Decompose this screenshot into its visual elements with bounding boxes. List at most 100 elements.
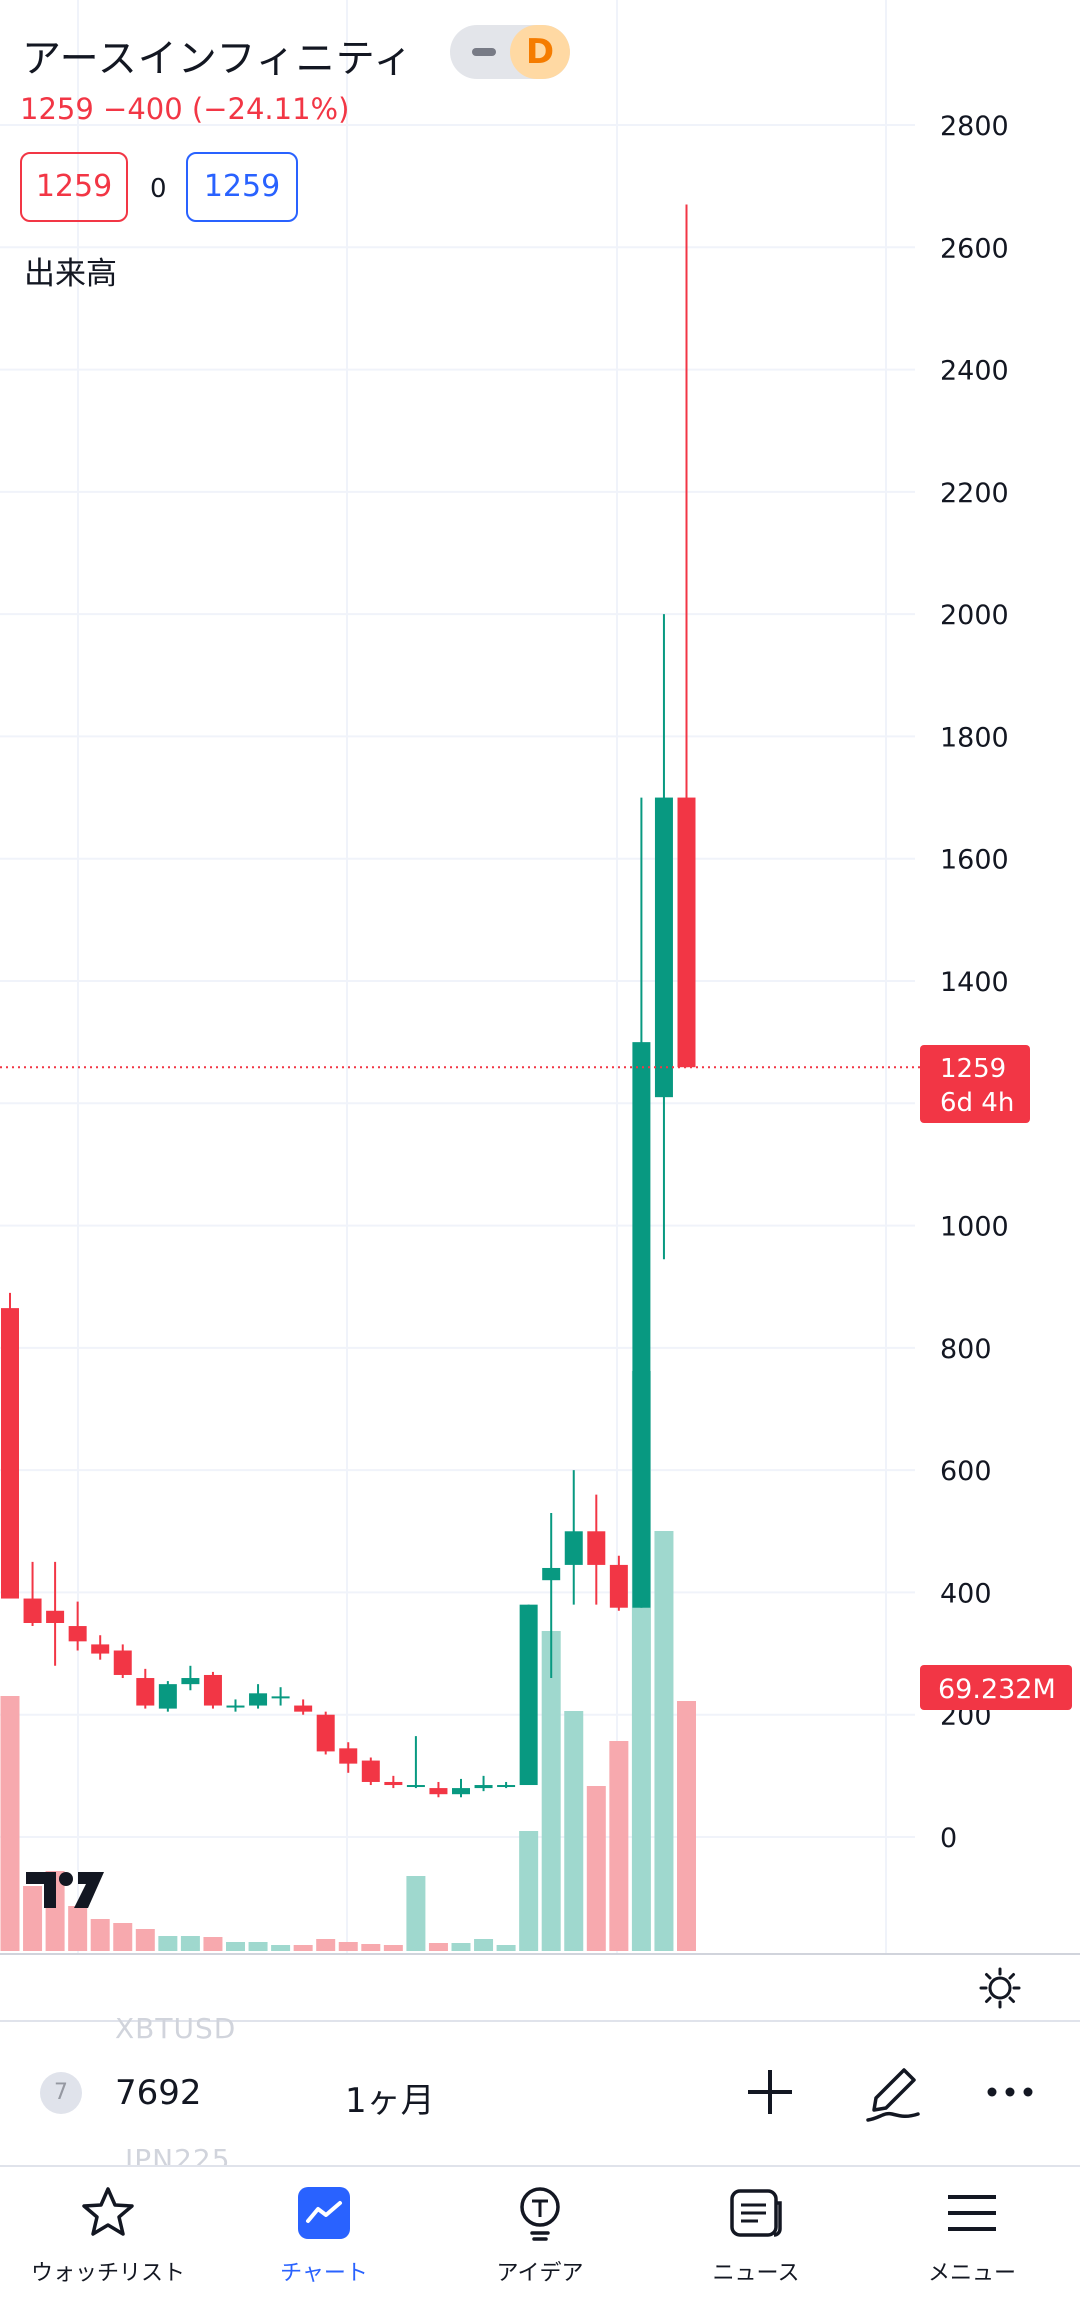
volume-bar xyxy=(586,1786,606,1951)
volume-bar xyxy=(158,1936,178,1951)
nav-label: メニュー xyxy=(927,2261,1016,2286)
interval-selector[interactable]: 1ヶ月 xyxy=(345,2081,435,2121)
candle-body xyxy=(654,797,673,1098)
last-price-label: 1259 xyxy=(940,1054,1006,1084)
y-tick-label: 2600 xyxy=(940,233,1009,264)
volume-bar xyxy=(90,1919,110,1951)
sell-button[interactable]: 1259 xyxy=(20,152,128,222)
candle-body xyxy=(497,1785,516,1788)
volume-bar xyxy=(271,1945,291,1951)
price-chart[interactable]: 2800 2600 2400 2200 2000 1800 1600 1400 1000 800 6… xyxy=(0,0,1080,1960)
volume-bar xyxy=(541,1631,561,1951)
volume-bar xyxy=(23,1886,43,1951)
candle-body xyxy=(316,1714,335,1752)
nav-label: チャート xyxy=(280,2261,368,2286)
volume-value-badge xyxy=(920,1665,1072,1710)
nav-item-chart[interactable]: チャート xyxy=(216,2167,432,2297)
more-options-icon[interactable] xyxy=(985,2062,1035,2122)
y-tick-label: 2200 xyxy=(940,478,1009,509)
volume-bar xyxy=(248,1942,268,1951)
candle-body xyxy=(519,1604,538,1786)
volume-bar xyxy=(316,1939,336,1951)
buy-button[interactable]: 1259 xyxy=(186,152,298,222)
volume-bar xyxy=(677,1701,696,1951)
volume-value-label: 69.232M xyxy=(938,1674,1056,1705)
symbol-count-badge: 7 xyxy=(40,2072,82,2114)
nav-item-menu[interactable]: メニュー xyxy=(864,2167,1080,2297)
chart-icon xyxy=(298,2187,350,2239)
candle-body xyxy=(406,1785,425,1788)
spread-value: 0 xyxy=(150,174,167,204)
candle-body xyxy=(632,1042,651,1608)
y-tick-label: 2800 xyxy=(940,111,1009,142)
y-tick-label: 0 xyxy=(940,1823,957,1854)
volume-bar xyxy=(135,1929,155,1951)
y-tick-label: 1400 xyxy=(940,967,1009,998)
candle-body xyxy=(361,1760,380,1782)
minus-icon xyxy=(472,48,496,56)
news-icon xyxy=(730,2189,782,2237)
volume-bar xyxy=(113,1923,133,1951)
candle-body xyxy=(429,1788,448,1795)
menu-icon xyxy=(948,2195,996,2231)
last-price-badge xyxy=(920,1045,1030,1123)
candle-body xyxy=(339,1748,358,1764)
candle-body xyxy=(564,1531,583,1565)
settings-gear-icon[interactable] xyxy=(978,1966,1022,2010)
candle-body xyxy=(226,1705,245,1708)
candle-body xyxy=(609,1564,628,1608)
candle-body xyxy=(1,1308,19,1599)
volume-bar xyxy=(226,1942,245,1951)
star-icon xyxy=(82,2187,134,2236)
candle-body xyxy=(452,1788,470,1795)
y-tick-label: 1800 xyxy=(940,722,1009,753)
nav-item-ideas[interactable]: アイデア xyxy=(432,2167,648,2297)
nav-item-watchlist[interactable]: ウォッチリスト xyxy=(0,2167,216,2297)
volume-bar xyxy=(451,1943,471,1951)
candle-body xyxy=(181,1678,200,1685)
symbol-title[interactable]: アースインフィニティ xyxy=(22,37,414,82)
candle-body xyxy=(542,1567,561,1581)
bottom-navigation: ウォッチリスト チャート アイデア ニュース xyxy=(0,2165,1080,2297)
volume-bar xyxy=(383,1945,403,1951)
candle-body xyxy=(677,797,696,1068)
candle-body xyxy=(384,1781,403,1786)
volume-bar xyxy=(609,1741,629,1951)
pen-drawing-icon[interactable] xyxy=(862,2062,922,2126)
y-tick-label: 2400 xyxy=(940,356,1009,387)
nav-label: ウォッチリスト xyxy=(30,2261,185,2286)
candle-body xyxy=(271,1696,290,1699)
candle-body xyxy=(23,1598,42,1623)
volume-bar xyxy=(293,1945,313,1951)
volume-bar xyxy=(428,1943,448,1951)
y-tick-label: 600 xyxy=(940,1456,992,1487)
volume-bar xyxy=(0,1696,20,1951)
x-axis-border xyxy=(0,1953,1080,1955)
market-status-pill[interactable]: D xyxy=(450,25,570,79)
nav-item-news[interactable]: ニュース xyxy=(648,2167,864,2297)
candle-body xyxy=(587,1531,606,1565)
volume-bar xyxy=(564,1711,584,1951)
y-tick-label: 2000 xyxy=(940,600,1009,631)
plus-icon[interactable] xyxy=(745,2062,795,2122)
nav-label: アイデア xyxy=(496,2261,584,2286)
volume-indicator-label[interactable]: 出来高 xyxy=(24,256,117,292)
candle-body xyxy=(158,1684,177,1709)
volume-bar xyxy=(496,1945,516,1951)
ghost-symbol-top: XBTUSD xyxy=(115,2012,237,2045)
interval-badge: D xyxy=(510,25,570,79)
nav-label: ニュース xyxy=(712,2261,800,2286)
candle-body xyxy=(68,1626,87,1642)
candle-body xyxy=(46,1610,65,1623)
volume-bar xyxy=(361,1944,381,1951)
candle-body xyxy=(294,1705,313,1712)
candle-body xyxy=(474,1785,493,1789)
candle-body xyxy=(136,1678,155,1706)
candle-body xyxy=(113,1650,132,1675)
symbol-code[interactable]: 7692 xyxy=(115,2073,202,2113)
volume-bar xyxy=(519,1831,539,1951)
y-tick-label: 400 xyxy=(940,1578,992,1609)
volume-bar xyxy=(338,1942,358,1951)
volume-bar xyxy=(654,1531,674,1951)
volume-bar xyxy=(474,1939,494,1951)
